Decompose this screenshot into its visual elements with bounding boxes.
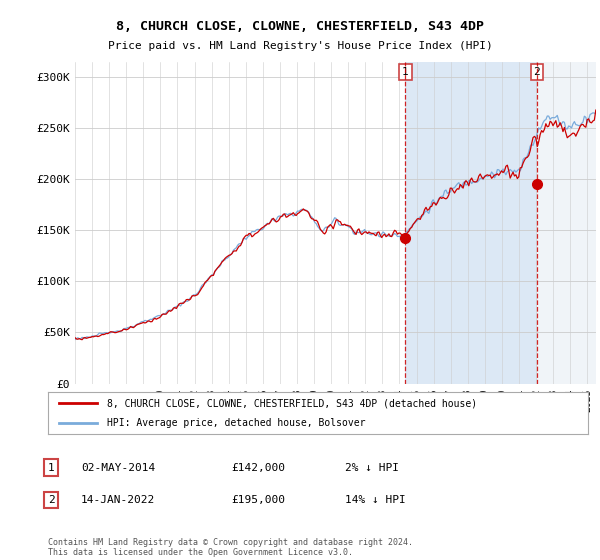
- Text: £195,000: £195,000: [231, 495, 285, 505]
- Bar: [406, 62, 537, 384]
- Text: 02-MAY-2014: 02-MAY-2014: [81, 463, 155, 473]
- Text: 1: 1: [402, 67, 409, 77]
- Text: Price paid vs. HM Land Registry's House Price Index (HPI): Price paid vs. HM Land Registry's House …: [107, 41, 493, 51]
- Text: 2: 2: [533, 67, 540, 77]
- Bar: [537, 62, 596, 384]
- Text: 14% ↓ HPI: 14% ↓ HPI: [345, 495, 406, 505]
- Text: 2: 2: [47, 495, 55, 505]
- Text: HPI: Average price, detached house, Bolsover: HPI: Average price, detached house, Bols…: [107, 418, 366, 428]
- Text: 8, CHURCH CLOSE, CLOWNE, CHESTERFIELD, S43 4DP (detached house): 8, CHURCH CLOSE, CLOWNE, CHESTERFIELD, S…: [107, 398, 478, 408]
- Text: 8, CHURCH CLOSE, CLOWNE, CHESTERFIELD, S43 4DP: 8, CHURCH CLOSE, CLOWNE, CHESTERFIELD, S…: [116, 20, 484, 32]
- Text: £142,000: £142,000: [231, 463, 285, 473]
- Text: 1: 1: [47, 463, 55, 473]
- Text: 14-JAN-2022: 14-JAN-2022: [81, 495, 155, 505]
- Text: Contains HM Land Registry data © Crown copyright and database right 2024.
This d: Contains HM Land Registry data © Crown c…: [48, 538, 413, 557]
- Text: 2% ↓ HPI: 2% ↓ HPI: [345, 463, 399, 473]
